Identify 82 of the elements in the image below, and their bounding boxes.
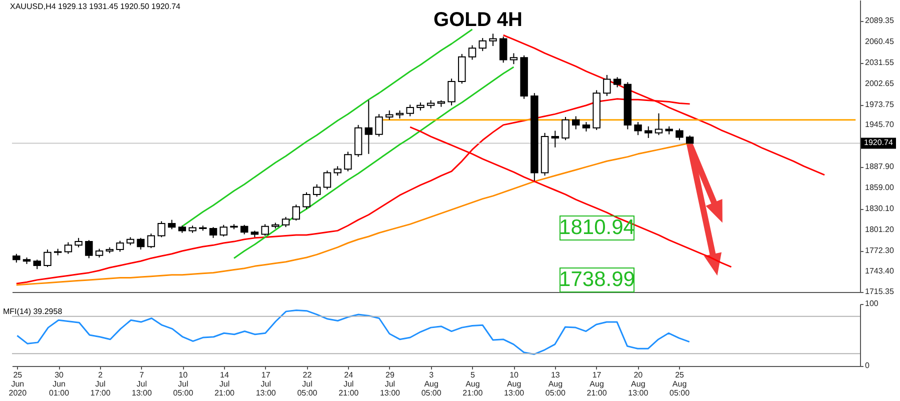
- candlestick: [489, 33, 497, 46]
- x-tick-label: 17 Aug 21:00: [586, 370, 608, 398]
- y-tick-label: 2060.45: [865, 37, 894, 46]
- x-tick-label: 29 Jul 13:00: [380, 370, 401, 398]
- x-tick-label: 10 Jul 05:00: [173, 370, 194, 398]
- y-tick-label: 1715.35: [865, 287, 894, 296]
- candlestick: [64, 242, 72, 254]
- x-tick-label: 13 Aug 05:00: [545, 370, 566, 398]
- chart-title: MFI(14) 39.2958: [3, 307, 63, 316]
- candlestick: [386, 110, 394, 120]
- y-tick-label: 2002.65: [865, 78, 894, 88]
- candlestick: [302, 192, 310, 210]
- candlestick: [209, 226, 218, 238]
- candlestick: [74, 237, 82, 248]
- x-tick-label: 25 Aug 05:00: [670, 370, 690, 398]
- y-tick-label: 1743.40: [865, 266, 894, 276]
- candlestick: [344, 151, 352, 172]
- candlestick: [644, 126, 652, 138]
- y-tick-label: 2089.35: [865, 16, 894, 26]
- candlestick: [323, 170, 332, 190]
- y-tick-label: 1830.10: [865, 204, 894, 213]
- annotation: XAUUSD,H4 1929.13 1931.45 1920.50 1920.74: [10, 2, 181, 11]
- x-tick-label: 3 Aug 05:00: [421, 370, 442, 398]
- candlestick: [85, 240, 93, 259]
- candlestick: [261, 224, 269, 236]
- candlestick: [634, 122, 642, 136]
- x-tick-label: 22 Jul 05:00: [297, 370, 318, 398]
- x-tick-label: 25 Jun 2020: [8, 370, 28, 398]
- candlestick: [582, 122, 590, 132]
- ref-line-label: 1920.74: [864, 138, 894, 148]
- x-tick-label: 17 Jul 13:00: [256, 370, 276, 398]
- line-series: [181, 28, 474, 228]
- candlestick: [364, 100, 373, 154]
- y-tick-label: 0: [865, 361, 870, 370]
- x-tick-label: 14 Jul 21:00: [214, 370, 236, 398]
- candlestick: [220, 224, 228, 237]
- x-tick-label: 20 Aug 13:00: [628, 370, 649, 398]
- x-tick-label: 7 Jul 13:00: [132, 370, 152, 398]
- candlestick: [375, 114, 383, 138]
- x-tick-label: 5 Aug 21:00: [462, 370, 484, 398]
- x-tick-label: 2 Jul 17:00: [90, 370, 111, 398]
- y-tick-label: 1772.30: [865, 246, 894, 255]
- candlestick: [240, 224, 248, 235]
- candlestick: [613, 76, 622, 88]
- candlestick: [654, 112, 663, 136]
- candlestick: [282, 216, 290, 228]
- line-series: [16, 142, 691, 286]
- y-tick-label: 1945.70: [865, 120, 894, 130]
- candlestick: [603, 74, 611, 96]
- candlestick: [478, 38, 486, 52]
- candlestick: [33, 259, 41, 270]
- y-tick-label: 1973.75: [865, 100, 894, 109]
- y-tick-label: 1859.00: [865, 182, 894, 192]
- candlestick: [676, 128, 684, 141]
- candlestick: [158, 220, 166, 238]
- candlestick: [562, 116, 570, 141]
- candlestick: [551, 130, 560, 148]
- x-tick-label: 30 Jun 01:00: [49, 370, 70, 398]
- y-tick-label: 1887.90: [865, 162, 894, 172]
- candlestick: [448, 78, 456, 106]
- x-tick-label: 24 Jul 21:00: [338, 370, 360, 398]
- x-tick-label: 10 Aug 13:00: [504, 370, 525, 398]
- line-series: [233, 66, 514, 259]
- candlestick: [334, 166, 342, 176]
- candlestick: [406, 104, 414, 117]
- chart-title: GOLD 4H: [434, 9, 522, 31]
- candlestick: [292, 204, 300, 222]
- annotation: 1810.94: [559, 216, 636, 239]
- candlestick: [136, 237, 145, 250]
- candlestick: [572, 116, 580, 130]
- y-tick-label: 100: [865, 299, 879, 308]
- candlestick: [499, 36, 508, 64]
- y-tick-label: 2031.55: [865, 58, 894, 67]
- y-tick-label: 1801.20: [865, 224, 894, 234]
- candlestick: [44, 249, 52, 268]
- candlestick: [116, 240, 124, 252]
- candlestick: [468, 44, 476, 60]
- candlestick: [147, 233, 155, 249]
- candlestick: [168, 219, 176, 230]
- candlestick: [510, 52, 518, 65]
- annotation: 1738.99: [559, 268, 635, 291]
- candlestick: [312, 184, 321, 198]
